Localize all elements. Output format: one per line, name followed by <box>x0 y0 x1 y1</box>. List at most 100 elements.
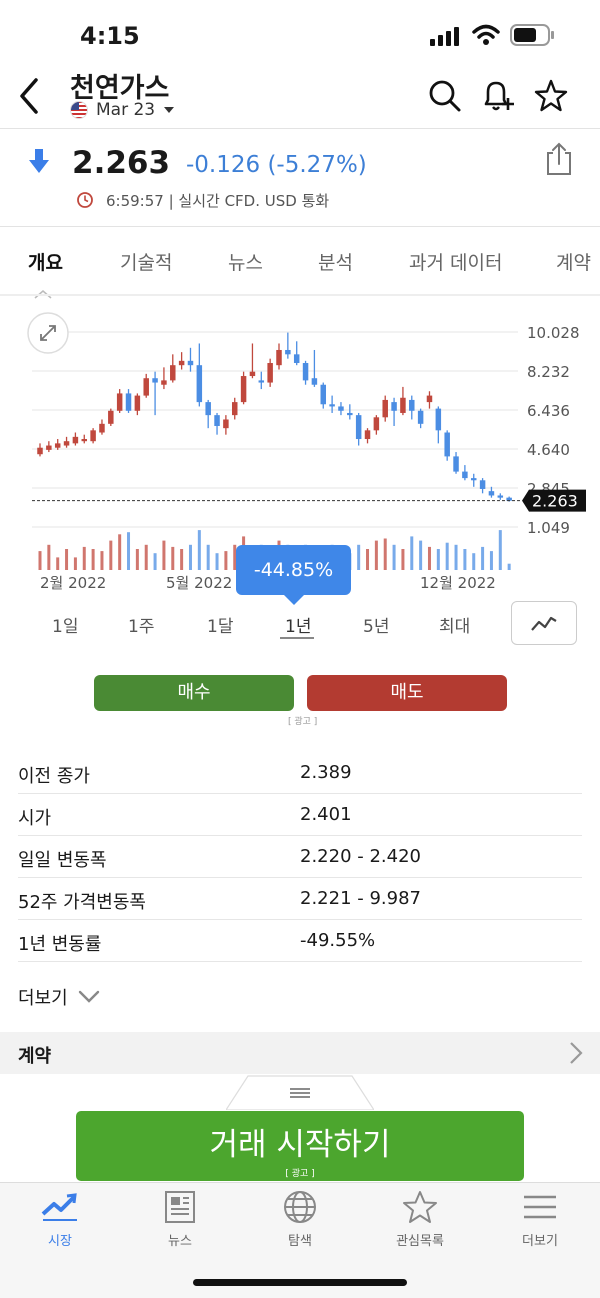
volume-bar <box>419 540 423 570</box>
candle <box>125 389 132 413</box>
candle <box>391 397 397 426</box>
svg-text:2.263: 2.263 <box>532 492 578 511</box>
period-1y[interactable]: 1년 <box>285 617 312 637</box>
period-5y[interactable]: 5년 <box>363 617 390 637</box>
period-1w[interactable]: 1주 <box>128 617 155 637</box>
watchlist-star-icon[interactable] <box>533 78 569 114</box>
back-arrow-icon[interactable] <box>14 76 46 116</box>
tab-technical[interactable]: 기술적 <box>120 252 173 274</box>
candle <box>302 360 309 385</box>
volume-bar <box>233 544 237 570</box>
star-icon <box>403 1191 437 1223</box>
start-trading-button[interactable]: 거래 시작하기 [ 광고 ] <box>76 1111 524 1181</box>
search-icon[interactable] <box>427 78 463 114</box>
chevron-down-icon <box>78 990 99 1003</box>
tab-contracts[interactable]: 계약 <box>556 252 591 274</box>
candle <box>479 478 486 494</box>
contract-selector[interactable]: Mar 23 <box>70 100 175 120</box>
volume-bar <box>153 553 157 570</box>
volume-bar <box>65 549 69 570</box>
stat-value: 2.401 <box>300 804 352 825</box>
battery-icon <box>510 24 554 46</box>
volume-bar <box>445 542 449 570</box>
row-divider <box>18 961 582 962</box>
candle <box>223 415 229 435</box>
chevron-right-icon <box>570 1042 583 1064</box>
volume-bar <box>392 544 396 570</box>
candle <box>320 382 327 409</box>
period-1m[interactable]: 1달 <box>207 617 234 637</box>
start-trading-label: 거래 시작하기 <box>209 1127 391 1163</box>
chart-type-button[interactable] <box>511 601 577 645</box>
us-flag-icon <box>70 101 88 119</box>
nav-markets[interactable]: 시장 <box>20 1190 100 1249</box>
buy-button[interactable]: 매수 <box>94 675 294 711</box>
candle <box>329 395 335 413</box>
volume-bar <box>197 530 201 570</box>
nav-explore[interactable]: 탐색 <box>260 1190 340 1249</box>
volume-bar <box>109 540 113 570</box>
period-max[interactable]: 최대 <box>439 617 471 637</box>
period-change-tooltip: -44.85% <box>236 545 351 605</box>
candle <box>364 428 371 444</box>
candle <box>63 436 70 448</box>
candle <box>338 402 344 416</box>
candle <box>311 349 318 387</box>
candle <box>470 473 477 487</box>
stat-value: 2.389 <box>300 762 352 783</box>
x-tick-label: 12월 2022 <box>420 574 496 592</box>
candle <box>240 371 247 405</box>
row-divider <box>18 793 582 794</box>
candle <box>196 343 203 407</box>
nav-watchlist[interactable]: 관심목록 <box>380 1190 460 1249</box>
fullscreen-button[interactable] <box>27 312 69 354</box>
nav-more[interactable]: 더보기 <box>500 1190 580 1249</box>
candle <box>382 395 388 422</box>
sell-button[interactable]: 매도 <box>307 675 507 711</box>
tab-overview[interactable]: 개요 <box>28 252 63 274</box>
candle <box>293 341 300 366</box>
clock-icon <box>77 192 93 208</box>
candle <box>214 412 220 435</box>
row-divider <box>18 877 582 878</box>
candle <box>161 367 167 390</box>
volume-bar <box>162 540 166 570</box>
volume-bar <box>498 530 502 570</box>
price-change: -0.126 (-5.27%) <box>186 152 367 178</box>
drawer-handle[interactable] <box>226 1074 374 1110</box>
volume-bar <box>401 549 405 570</box>
ad-label: [ 광고 ] <box>288 717 318 727</box>
x-tick-label: 2월 2022 <box>40 574 106 592</box>
nav-news[interactable]: 뉴스 <box>140 1190 220 1249</box>
volume-bar <box>180 549 184 570</box>
add-alert-icon[interactable] <box>480 78 516 114</box>
candle <box>178 352 185 370</box>
tab-historical-data[interactable]: 과거 데이터 <box>409 252 503 274</box>
volume-bar <box>100 551 104 570</box>
candle <box>435 406 442 444</box>
candle <box>231 397 238 420</box>
tab-news[interactable]: 뉴스 <box>228 252 263 274</box>
menu-icon <box>524 1195 556 1219</box>
volume-bar <box>224 551 228 570</box>
show-more-button[interactable]: 더보기 <box>18 984 100 1010</box>
volume-bar <box>206 544 210 570</box>
volume-bar <box>144 544 148 570</box>
share-icon[interactable] <box>544 142 574 176</box>
instrument-title: 천연가스 <box>70 73 170 104</box>
current-price-tag: 2.263 <box>522 489 586 512</box>
volume-bar <box>47 544 51 570</box>
volume-bar <box>357 544 361 570</box>
candle <box>462 465 468 481</box>
row-divider <box>18 835 582 836</box>
header-divider <box>0 128 600 129</box>
period-1d[interactable]: 1일 <box>52 617 79 637</box>
candle <box>81 434 88 444</box>
contracts-section-header[interactable] <box>0 1032 600 1074</box>
candle <box>37 443 43 457</box>
volume-bar <box>56 557 60 570</box>
tab-analysis[interactable]: 분석 <box>318 252 353 274</box>
volume-bar <box>383 538 387 570</box>
bottom-navigation <box>0 1182 600 1298</box>
